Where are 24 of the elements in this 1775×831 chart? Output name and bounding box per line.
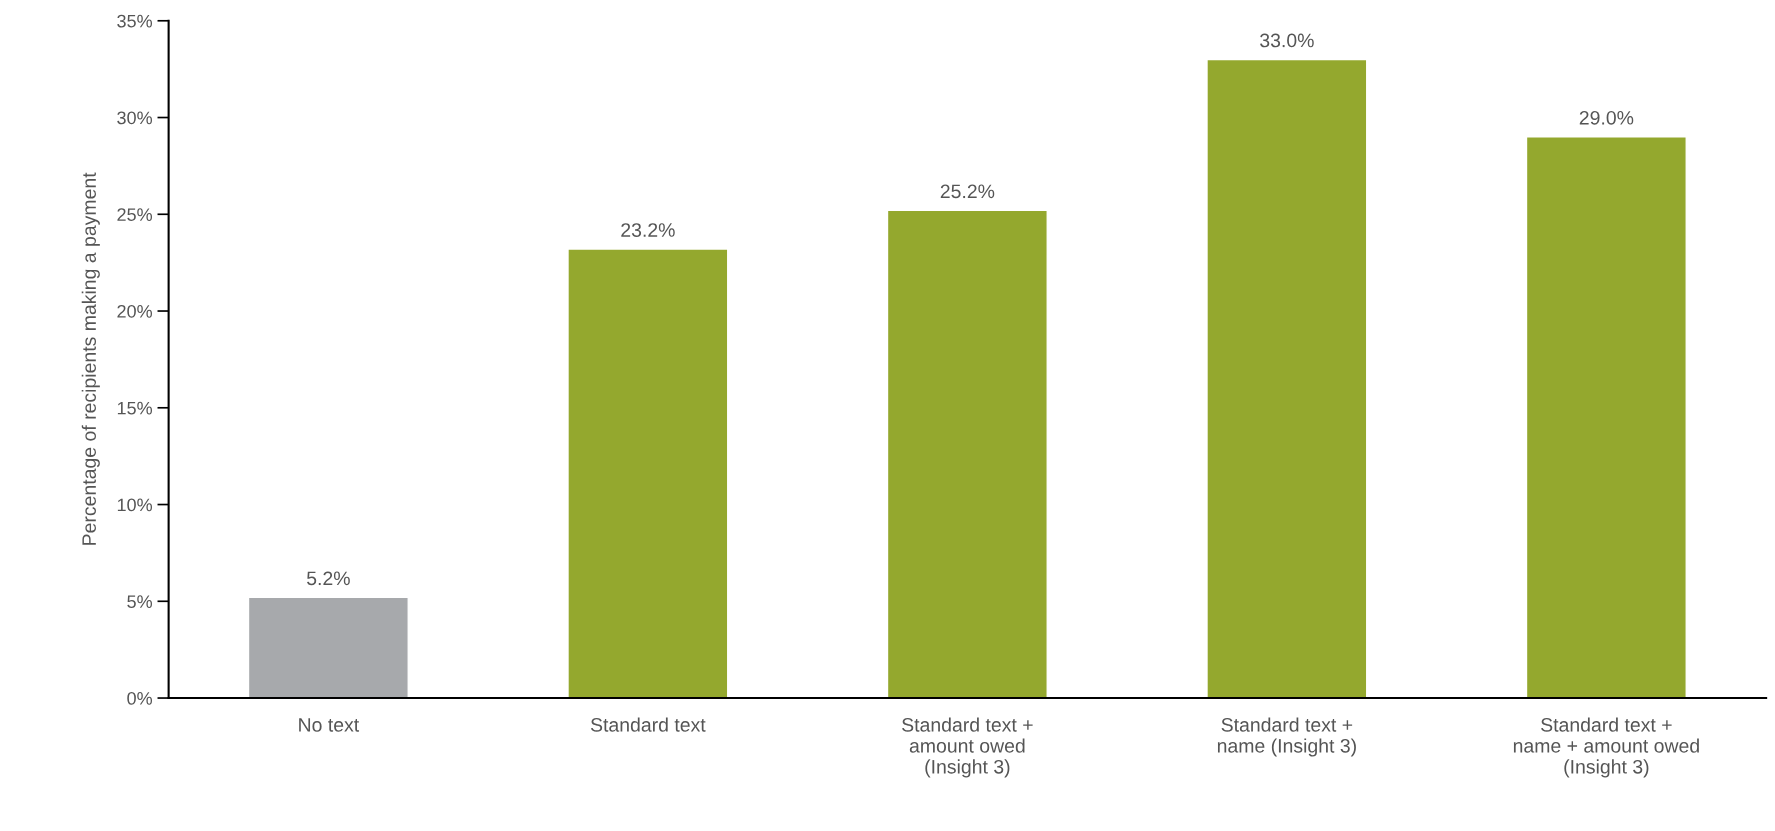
data-label: 33.0%	[1260, 33, 1314, 48]
y-tick-label: 20%	[117, 304, 153, 318]
bar	[1206, 58, 1368, 699]
data-label: 23.2%	[621, 223, 675, 237]
bar	[886, 209, 1048, 699]
y-tick-label: 30%	[117, 111, 153, 125]
y-tick-label: 10%	[117, 498, 153, 512]
x-tick-label: Standard text	[590, 717, 706, 732]
x-tick-label: Standard text + amount owed (Insight 3)	[902, 717, 1033, 778]
bar	[1525, 136, 1687, 699]
data-label: 5.2%	[306, 571, 350, 586]
data-label: 25.2%	[940, 184, 995, 199]
y-tick-label: 25%	[117, 208, 153, 221]
x-tick-label: No text	[299, 718, 360, 732]
bar	[247, 596, 409, 699]
y-tick-label: 5%	[127, 595, 153, 609]
x-tick-label: Standard text + name + amount owed (Insight 3)	[1513, 717, 1699, 778]
y-tick-label: 35%	[117, 14, 153, 28]
x-tick-label: Standard text + name (Insight 3)	[1217, 717, 1356, 757]
y-tick-label: 15%	[117, 401, 153, 415]
data-label: 29.0%	[1579, 110, 1634, 125]
y-axis-title: Percentage of recipients making a payment	[81, 172, 100, 545]
y-tick-label: 0%	[127, 691, 153, 705]
bar	[567, 248, 729, 699]
